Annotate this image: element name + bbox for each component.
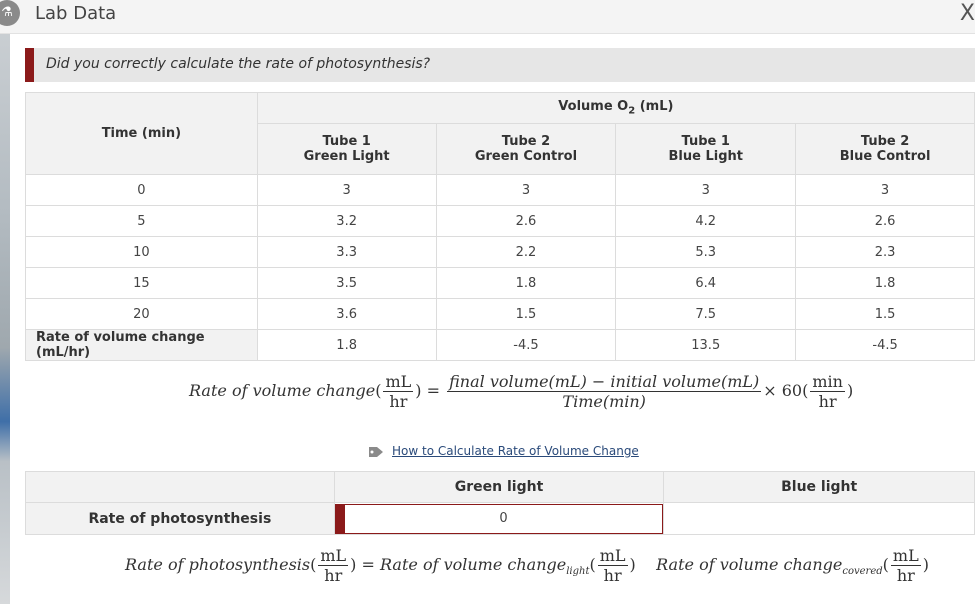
flask-icon: ⚗ <box>0 0 20 26</box>
column-header: Tube 1 Green Light <box>256 123 437 175</box>
question-banner: Did you correctly calculate the rate of … <box>25 48 975 82</box>
time-header: Time (min) <box>25 92 258 175</box>
volume-group-header: Volume O2 (mL) <box>256 92 975 124</box>
question-text: Did you correctly calculate the rate of … <box>46 56 431 72</box>
window-title: Lab Data <box>35 3 117 24</box>
rate-row: Rate of volume change (mL/hr) 1.8 -4.5 1… <box>25 329 975 361</box>
close-button[interactable]: X <box>959 1 975 26</box>
rate-of-photosynthesis-formula: Rate of photosynthesis(mL hr) = Rate of v… <box>125 546 929 585</box>
table-row: 0 3 3 3 3 <box>25 174 975 206</box>
column-header: Tube 1 Blue Light <box>615 123 797 175</box>
table-row: 20 3.6 1.5 7.5 1.5 <box>25 298 975 330</box>
table-row: 5 3.2 2.6 4.2 2.6 <box>25 205 975 237</box>
table-row: 10 3.3 2.2 5.3 2.3 <box>25 236 975 268</box>
how-to-calculate-link[interactable]: How to Calculate Rate of Volume Change <box>392 444 639 458</box>
blue-light-header: Blue light <box>663 471 975 503</box>
green-light-rate-input[interactable] <box>334 503 664 534</box>
rate-row-label: Rate of volume change (mL/hr) <box>25 329 258 361</box>
blue-light-cell[interactable] <box>663 502 975 535</box>
table-row: 15 3.5 1.8 6.4 1.8 <box>25 267 975 299</box>
column-header: Tube 2 Blue Control <box>795 123 975 175</box>
background-photo-strip <box>0 34 10 604</box>
rate-of-photosynthesis-label: Rate of photosynthesis <box>25 502 335 535</box>
green-light-header: Green light <box>333 471 665 503</box>
photosynthesis-table: Green light Blue light Rate of photosynt… <box>25 471 975 535</box>
column-header: Tube 2 Green Control <box>435 123 617 175</box>
tag-icon <box>369 446 383 457</box>
help-link-row: How to Calculate Rate of Volume Change <box>368 444 639 458</box>
window-titlebar: ⚗ Lab Data X <box>0 0 975 34</box>
green-light-cell <box>333 502 665 535</box>
volume-table: Time (min) Volume O2 (mL) Tube 1 Green Li… <box>25 92 975 361</box>
rate-of-volume-change-formula: Rate of volume change(mL hr) = final volu… <box>189 372 854 411</box>
